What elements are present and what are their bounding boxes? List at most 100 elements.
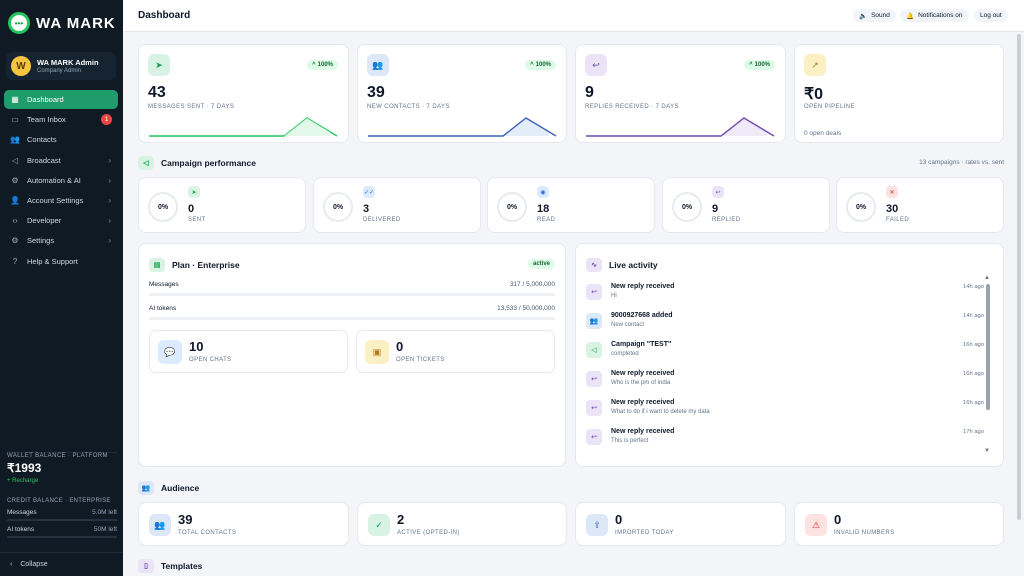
campaign-stat-read: 0% ◉ 18 READ [487,177,655,233]
inbox-icon: ▭ [11,115,19,125]
activity-subtitle: This is perfect [611,438,649,444]
usage-bar [149,317,555,320]
activity-subtitle: What to do if i want to delete my data [611,409,710,415]
activity-item[interactable]: ◁ Campaign "TEST" completed 16h ago [586,339,984,368]
growth-badge: ^ 100% [744,60,775,70]
section-title: Audience [161,483,200,493]
usage-value: 13,533 / 50,000,000 [497,305,555,312]
scroll-up-icon[interactable]: ▲ [984,275,990,281]
stat-label: DELIVERED [363,217,401,223]
activity-title-text: New reply received [611,283,675,290]
progress-ring: 0% [497,192,527,222]
kpi-card-pipeline: ↗ ₹0 OPEN PIPELINE 0 open deals [794,44,1004,143]
sidebar-item-dashboard[interactable]: ▦ Dashboard [4,90,118,109]
arrow-up-icon: ^ [312,62,316,68]
activity-subtitle: Who is the pm of india [611,380,671,386]
wallet-balance: WALLET BALANCE · PLATFORM ₹1993 + Rechar… [7,452,117,484]
user-name: WA MARK Admin [37,58,99,67]
user-card[interactable]: W WA MARK Admin Company Admin [6,52,116,80]
recharge-link[interactable]: + Recharge [7,478,39,484]
sound-button[interactable]: 🔈 Sound [853,9,896,22]
stat-value: 3 [363,203,370,215]
chevron-right-icon: › [108,216,111,226]
sidebar-nav: ▦ Dashboard ▭ Team Inbox 1 👥 Contacts ◁ … [4,90,118,272]
kpi-card-replies: ↩ ^ 100% 9 REPLIES RECEIVED · 7 DAYS [575,44,786,143]
sidebar-item-account-settings[interactable]: 👤 Account Settings › [4,191,118,210]
sidebar-item-label: Contacts [27,135,57,145]
sidebar-item-team-inbox[interactable]: ▭ Team Inbox 1 [4,110,118,129]
open-tickets-card[interactable]: ▣ 0 OPEN TICKETS [356,330,555,373]
credit-balance: CREDIT BALANCE · ENTERPRISE Messages 5.0… [7,498,117,538]
activity-title: Live activity [609,260,658,270]
progress-ring: 0% [846,192,876,222]
send-icon: ➤ [148,54,170,76]
kpi-footnote: 0 open deals [804,130,842,137]
user-check-icon: ✓ [368,514,390,536]
activity-time: 16h ago [963,371,984,377]
brand-logo[interactable]: ••• WA MARK [8,12,116,34]
activity-item[interactable]: 👥 9000927668 added New contact 14h ago [586,310,984,339]
code-icon: ‹› [12,216,18,226]
stat-label: ACTIVE (OPTED-IN) [397,530,460,536]
notifications-button[interactable]: 🔔 Notifications on [900,9,969,22]
live-activity-card: ∿ Live activity ↩ New reply received Hi … [575,243,1004,467]
activity-item[interactable]: ↩ New reply received Who is the pm of in… [586,368,984,397]
logo-icon: ••• [8,12,30,34]
sidebar-item-automation[interactable]: ⚙ Automation & AI › [4,171,118,190]
sidebar-item-label: Dashboard [27,95,64,104]
credit-row-value: 5.0M left [92,509,117,516]
growth-badge: ^ 100% [525,60,556,70]
activity-time: 14h ago [963,284,984,290]
kpi-label: REPLIES RECEIVED · 7 DAYS [585,104,679,110]
divider [0,552,123,553]
reply-icon: ↩ [585,54,607,76]
page-scrollbar[interactable] [1017,34,1021,520]
activity-subtitle: Hi [611,293,617,299]
grid-icon: ▦ [11,95,19,104]
sidebar-item-broadcast[interactable]: ◁ Broadcast › [4,151,118,170]
bell-icon: 🔔 [906,12,915,20]
sidebar-item-settings[interactable]: ⚙ Settings › [4,231,118,250]
section-title: Templates [161,561,203,571]
user-icon: 👤 [10,195,20,205]
reply-icon: ↩ [712,186,724,198]
usage-name: AI tokens [149,305,177,312]
stat-value: 18 [537,203,550,215]
kpi-card-contacts: 👥 ^ 100% 39 NEW CONTACTS · 7 DAYS [357,44,567,143]
usage-row: Messages 317 / 5,000,000 [149,281,555,288]
kpi-value: ₹0 [804,86,824,103]
sidebar-item-contacts[interactable]: 👥 Contacts [4,130,118,149]
scroll-down-icon[interactable]: ▼ [984,448,990,454]
activity-item[interactable]: ↩ New reply received This is perfect 17h… [586,426,984,455]
stat-value: 0 [188,203,195,215]
section-audience: 👥 Audience [138,481,199,495]
section-campaign-performance: ◁ Campaign performance [138,156,256,170]
campaign-stat-delivered: 0% ✓✓ 3 DELIVERED [313,177,481,233]
growth-badge: ^ 100% [307,60,338,70]
collapse-button[interactable]: ‹ Collapse [10,561,48,568]
activity-item[interactable]: ↩ New reply received What to do if i wan… [586,397,984,426]
wallet-amount: ₹1993 [7,461,42,475]
card-icon: ▤ [149,258,165,272]
logout-button[interactable]: Log out [974,9,1008,22]
credit-row: Messages 5.0M left [7,509,117,516]
usage-value: 317 / 5,000,000 [509,281,555,288]
sidebar-item-label: Broadcast [27,155,61,165]
sparkline [368,117,557,137]
help-icon: ? [12,256,18,266]
open-chats-card[interactable]: 💬 10 OPEN CHATS [149,330,348,373]
stat-label: IMPORTED TODAY [615,530,674,536]
section-templates: ▯ Templates [138,559,202,573]
kpi-label: MESSAGES SENT · 7 DAYS [148,104,235,110]
plan-card: ▤ Plan · Enterprise active Messages 317 … [138,243,566,467]
activity-item[interactable]: ↩ New reply received Hi 14h ago [586,281,984,310]
activity-scrollbar[interactable] [986,284,990,410]
campaign-stat-failed: 0% ✕ 30 FAILED [836,177,1004,233]
audience-total-contacts: 👥 39 TOTAL CONTACTS [138,502,349,546]
stat-label: READ [537,217,556,223]
avatar: W [11,56,31,76]
sidebar-item-help[interactable]: ? Help & Support [4,252,118,271]
plan-title: Plan · Enterprise [172,260,240,270]
usage-row: AI tokens 13,533 / 50,000,000 [149,305,555,312]
sidebar-item-developer[interactable]: ‹› Developer › [4,211,118,230]
